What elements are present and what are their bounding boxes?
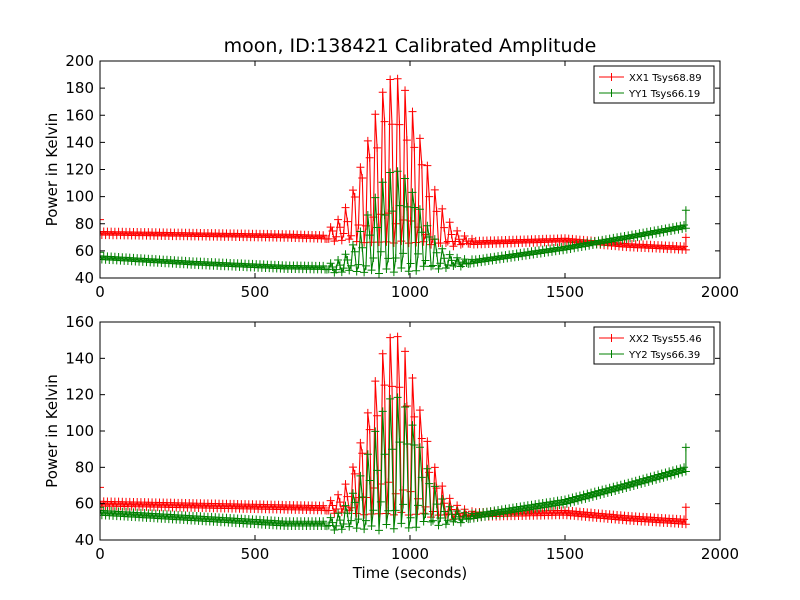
y-tick-label: 200 [65,52,94,70]
series-markers [100,74,690,254]
y-tick-label: 40 [75,269,94,287]
legend-box [593,65,715,104]
x-tick-label: 1500 [546,545,584,563]
plot-area [100,74,690,278]
legend-label: YY1 Tsys66.19 [628,89,700,100]
y-tick-label: 80 [75,215,94,233]
x-tick-label: 0 [95,283,105,301]
x-tick-label: 500 [241,283,270,301]
y-tick-label: 100 [65,188,94,206]
y-tick-label: 120 [65,161,94,179]
series-yy1 [100,167,690,278]
y-tick-label: 140 [65,349,94,367]
y-tick-label: 60 [75,495,94,513]
x-tick-label: 2000 [701,283,739,301]
legend-marker [607,334,616,342]
y-tick-label: 160 [65,106,94,124]
x-tick-label: 500 [241,545,270,563]
series-line [100,336,687,526]
y-tick-label: 160 [65,313,94,331]
legend-marker [607,350,616,358]
y-tick-label: 80 [75,458,94,476]
x-tick-label: 0 [95,545,105,563]
y-tick-label: 140 [65,133,94,151]
legend-box [593,326,715,365]
legend-label: XX1 Tsys68.89 [629,73,702,84]
x-tick-label: 1000 [391,283,429,301]
series-yy2 [100,393,690,535]
series-markers [100,167,690,278]
legend: XX1 Tsys68.89 YY1 Tsys66.19 [593,65,715,104]
x-tick-label: 1000 [391,545,429,563]
y-tick-label: 180 [65,79,94,97]
y-axis-label: Power in Kelvin [43,113,61,227]
y-tick-label: 120 [65,386,94,404]
y-tick-label: 100 [65,422,94,440]
figure-title: moon, ID:138421 Calibrated Amplitude [224,35,597,57]
series-line [100,171,687,274]
x-tick-label: 2000 [701,545,739,563]
legend: XX2 Tsys55.46 YY2 Tsys66.39 [593,326,715,365]
x-axis-label: Time (seconds) [352,564,468,582]
legend-marker [607,89,616,97]
bottom-subplot: 0 500 1000 1500 2000 40 60 80 100 120 140 160 Power … [43,313,739,563]
y-tick-label: 40 [75,531,94,549]
legend-label: XX2 Tsys55.46 [629,334,702,345]
legend-label: YY2 Tsys66.39 [628,350,700,361]
plot-area [100,332,690,535]
series-xx2 [100,332,690,529]
y-tick-label: 60 [75,242,94,260]
y-axis-label: Power in Kelvin [43,374,61,488]
series-markers [100,393,690,535]
x-tick-label: 1500 [546,283,584,301]
series-line [100,397,687,532]
legend-marker [607,73,616,81]
top-subplot: 0 500 1000 1500 2000 40 60 80 100 120 140 160 180 200… [43,52,739,301]
